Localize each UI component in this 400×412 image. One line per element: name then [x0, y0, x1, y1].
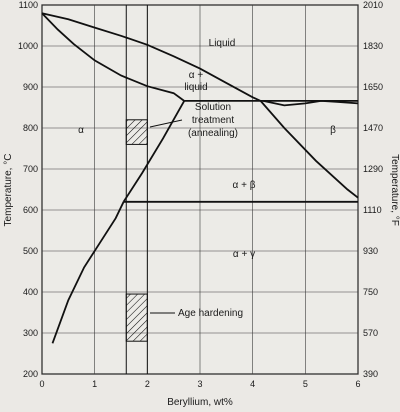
y-tick-label: 800 [23, 123, 38, 133]
hatched-range [125, 119, 148, 145]
y-tick-label: 900 [23, 82, 38, 92]
y2-tick-label: 1110 [363, 205, 382, 215]
phase-boundary-line [41, 12, 261, 102]
region-liquid: Liquid [209, 38, 236, 49]
region-alpha-gamma: α + γ [233, 249, 255, 260]
phase-boundaries [41, 12, 359, 344]
x-tick-label: 2 [145, 379, 150, 389]
y-tick-label: 300 [23, 328, 38, 338]
annotation-solution-2: treatment [192, 115, 234, 126]
x-tick-label: 1 [92, 379, 97, 389]
y2-tick-label: 1290 [363, 164, 383, 174]
phase-boundary-line [263, 99, 359, 107]
y-axis-label: Temperature, °C [3, 154, 14, 227]
phase-boundary-line [41, 12, 185, 102]
hatched-ranges [125, 119, 148, 342]
x-tick-label: 5 [303, 379, 308, 389]
x-tick-label: 0 [39, 379, 44, 389]
hatched-range [125, 293, 148, 342]
phase-boundary-line [259, 100, 359, 199]
x-tick-label: 6 [355, 379, 360, 389]
region-alpha: α [78, 125, 84, 136]
y-tick-label: 1000 [18, 41, 38, 51]
y2-tick-label: 390 [363, 369, 378, 379]
y2-tick-label: 750 [363, 287, 378, 297]
annotation-solution-3: (annealing) [188, 128, 238, 139]
y2-tick-label: 1830 [363, 41, 383, 51]
tick-labels: 0 1 2 3 4 5 6 200 300 400 500 600 700 800 900 1000 1100 3… [18, 0, 383, 389]
annotation-age-hardening: Age hardening [178, 308, 243, 319]
y2-axis-label: Temperature, °F [389, 154, 400, 226]
y-tick-label: 400 [23, 287, 38, 297]
x-tick-label: 3 [197, 379, 202, 389]
region-alpha-liquid-2: liquid [184, 82, 207, 93]
y2-tick-label: 570 [363, 328, 378, 338]
y2-tick-label: 2010 [363, 0, 383, 10]
y2-tick-label: 930 [363, 246, 378, 256]
y-tick-label: 700 [23, 164, 38, 174]
phase-boundary-line [51, 201, 125, 344]
y2-tick-label: 1650 [363, 82, 383, 92]
y-tick-label: 200 [23, 369, 38, 379]
x-axis-label: Beryllium, wt% [167, 397, 233, 408]
y-tick-label: 500 [23, 246, 38, 256]
region-alpha-liquid-1: α + [189, 70, 204, 81]
y-tick-label: 1100 [19, 0, 38, 10]
solution-leader [149, 119, 183, 128]
x-tick-label: 4 [250, 379, 255, 389]
phase-boundary-line [122, 100, 185, 203]
annotation-solution-1: Solution [195, 102, 231, 113]
y-tick-label: 600 [23, 205, 38, 215]
y2-tick-label: 1470 [363, 123, 383, 133]
region-alpha-beta: α + β [233, 180, 256, 191]
grid [41, 4, 359, 375]
region-beta: β [330, 125, 336, 136]
